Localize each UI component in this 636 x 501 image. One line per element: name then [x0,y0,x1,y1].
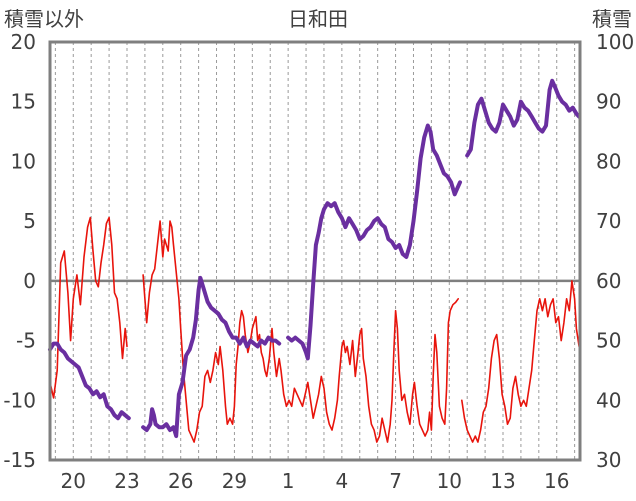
snow-depth-line-segment [286,123,462,361]
x-tick-label: 20 [61,469,86,493]
x-tick-label: 7 [389,469,402,493]
left-tick-label: -15 [3,448,36,472]
right-tick-label: 40 [596,388,621,412]
left-tick-label: -5 [16,329,36,353]
x-tick-label: 23 [114,469,139,493]
left-axis-label: 積雪以外 [4,7,84,31]
plot-lines [48,78,582,443]
left-tick-label: 10 [11,149,36,173]
right-tick-label: 50 [596,329,621,353]
left-tick-label: 20 [11,30,36,54]
right-axis-label: 積雪 [592,7,632,31]
other-series-line-segment [461,280,580,443]
plot-frame [48,40,582,462]
x-tick-label: 1 [282,469,295,493]
right-tick-label: 70 [596,209,621,233]
left-tick-label: 0 [23,269,36,293]
right-tick-label: 80 [596,149,621,173]
x-tick-label: 10 [437,469,462,493]
x-tick-label: 16 [544,469,569,493]
x-tick-label: 29 [222,469,247,493]
left-axis-ticks: 20 15 10 5 0 -5 -10 -15 [3,30,36,472]
x-axis-ticks: 20 23 26 29 1 4 7 10 13 16 [61,469,570,493]
other-series-line-segment [49,216,128,399]
left-tick-label: 15 [11,90,36,114]
right-tick-label: 90 [596,90,621,114]
x-tick-label: 4 [335,469,348,493]
right-tick-label: 60 [596,269,621,293]
left-tick-label: 5 [23,209,36,233]
snow-depth-line-segment [465,78,582,158]
right-tick-label: 30 [596,448,621,472]
right-axis-ticks: 100 90 80 70 60 50 40 30 [596,30,634,472]
snow-depth-line-segment [141,275,282,439]
other-series-line-segment [142,220,459,443]
x-tick-label: 26 [168,469,193,493]
snow-depth-line-segment [48,341,131,421]
left-tick-label: -10 [3,388,36,412]
x-tick-label: 13 [490,469,515,493]
chart-title: 日和田 [288,7,348,31]
right-tick-label: 100 [596,30,634,54]
